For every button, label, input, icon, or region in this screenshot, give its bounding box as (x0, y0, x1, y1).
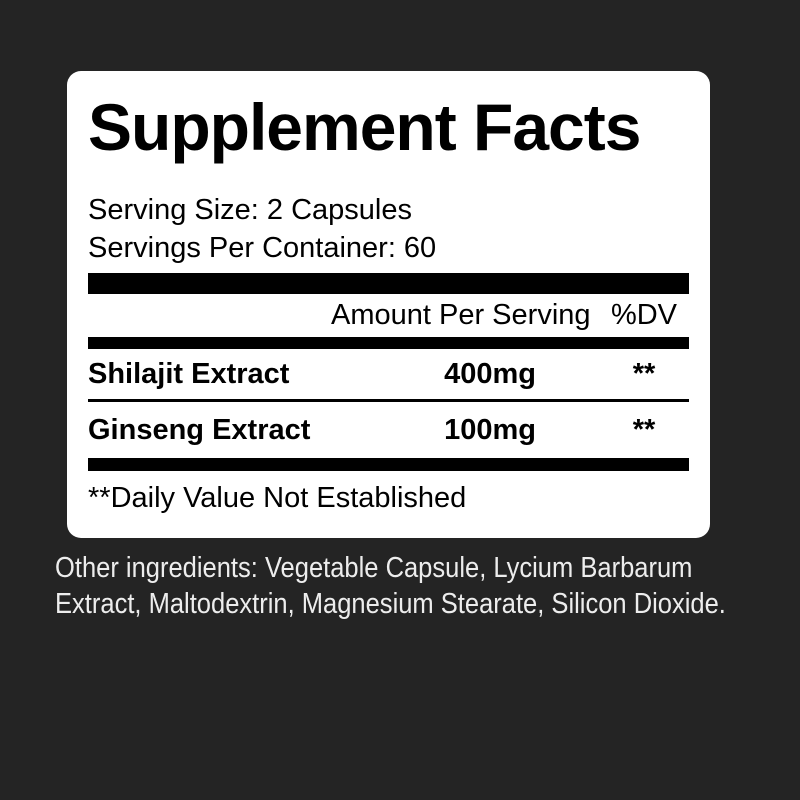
other-ingredients-text: Other ingredients: Vegetable Capsule, Ly… (55, 552, 726, 620)
amount-per-serving-header: Amount Per Serving (331, 299, 591, 331)
ingredient-dv: ** (632, 413, 656, 446)
supplement-facts-panel: Supplement Facts Serving Size: 2 Capsule… (67, 71, 710, 538)
column-header-row: Amount Per Serving %DV (88, 294, 689, 337)
percent-dv-header: %DV (610, 299, 678, 331)
ingredient-name: Ginseng Extract (88, 413, 311, 446)
ingredient-amount: 100mg (444, 413, 536, 446)
ingredient-dv: ** (632, 357, 656, 390)
servings-per-container-line: Servings Per Container: 60 (88, 232, 437, 264)
header-underline-bar (88, 337, 689, 349)
row-separator-line (88, 399, 689, 402)
ingredient-name: Shilajit Extract (88, 357, 290, 390)
panel-title: Supplement Facts (88, 90, 641, 164)
serving-info: Serving Size: 2 Capsules Servings Per Co… (88, 191, 689, 267)
ingredient-row-shilajit: Shilajit Extract 400mg ** (88, 349, 689, 399)
thick-separator-bar-top (88, 273, 689, 294)
daily-value-footnote: **Daily Value Not Established (88, 482, 467, 514)
ingredient-row-ginseng: Ginseng Extract 100mg ** (88, 402, 689, 458)
ingredient-amount: 400mg (444, 357, 536, 390)
thick-separator-bar-bottom (88, 458, 689, 471)
serving-size-line: Serving Size: 2 Capsules (88, 194, 412, 226)
